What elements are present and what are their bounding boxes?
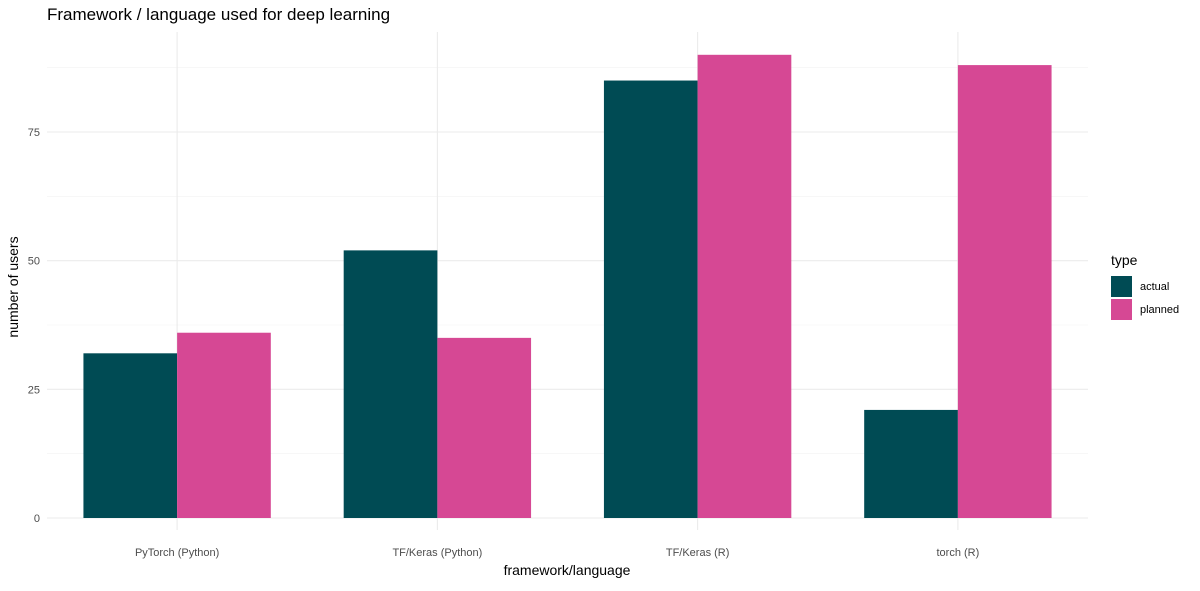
- y-tick-label: 0: [34, 513, 40, 525]
- legend-key-actual: [1111, 276, 1132, 297]
- chart-title: Framework / language used for deep learn…: [47, 5, 390, 24]
- legend: type actual planned: [1111, 252, 1179, 320]
- x-tick-label: torch (R): [936, 547, 979, 559]
- legend-title: type: [1111, 252, 1138, 268]
- legend-items: actual planned: [1111, 276, 1179, 320]
- y-tick-label: 25: [28, 384, 40, 396]
- legend-key-planned: [1111, 299, 1132, 320]
- x-tick-label: PyTorch (Python): [135, 547, 219, 559]
- legend-label-planned: planned: [1140, 304, 1179, 316]
- y-axis-ticks: 0 25 50 75: [28, 127, 40, 525]
- y-tick-label: 50: [28, 256, 40, 268]
- bar-actual: [343, 250, 438, 518]
- bar-planned: [177, 332, 271, 518]
- bar-actual: [603, 80, 698, 519]
- y-tick-label: 75: [28, 127, 40, 139]
- y-axis-title: number of users: [5, 236, 21, 337]
- x-axis-ticks: PyTorch (Python) TF/Keras (Python) TF/Kera…: [135, 547, 979, 559]
- bar-planned: [957, 65, 1052, 519]
- legend-label-actual: actual: [1140, 281, 1169, 293]
- x-axis-title: framework/language: [504, 562, 631, 578]
- x-tick-label: TF/Keras (R): [666, 547, 730, 559]
- bar-planned: [437, 337, 532, 518]
- bar-planned: [697, 54, 792, 519]
- bar-actual: [83, 353, 178, 518]
- x-tick-label: TF/Keras (Python): [392, 547, 482, 559]
- bars: [83, 54, 1052, 519]
- bar-actual: [864, 409, 958, 518]
